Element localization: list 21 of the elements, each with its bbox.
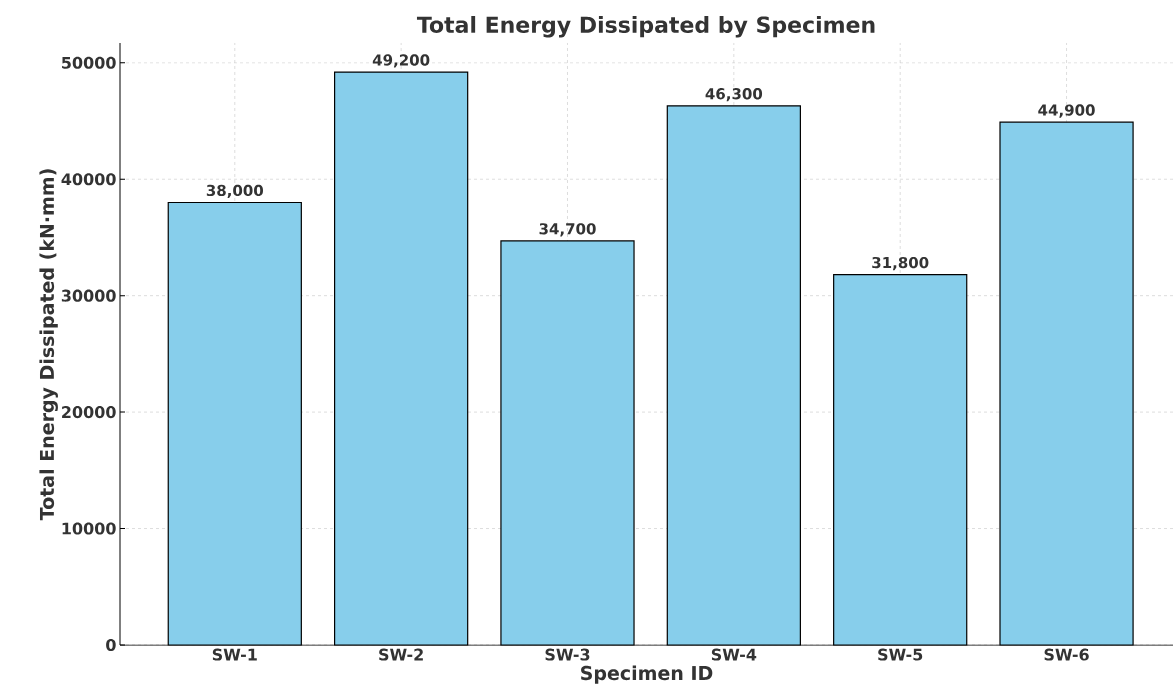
y-tick-label: 30000	[61, 289, 116, 302]
x-tick-label: SW-6	[1044, 648, 1089, 661]
x-axis-title: Specimen ID	[581, 665, 713, 684]
y-axis-title: Total Energy Dissipated (kN·mm)	[39, 169, 58, 521]
y-tick-label: 0	[106, 638, 116, 652]
x-tick-label: SW-3	[545, 648, 590, 661]
data-label: 31,800	[872, 256, 929, 271]
data-label: 46,300	[705, 88, 763, 102]
chart-title: Total Energy Dissipated by Specimen	[416, 15, 875, 38]
x-tick-label: SW-4	[711, 648, 757, 661]
data-label: 44,900	[1038, 104, 1095, 118]
y-tick-label: 50000	[62, 56, 116, 69]
data-label: 49,200	[372, 54, 430, 68]
x-tick-label: SW-2	[379, 648, 423, 661]
y-tick-label: 40000	[61, 173, 116, 186]
y-tick-label: 20000	[62, 406, 116, 419]
data-label: 38,000	[206, 184, 264, 198]
data-label: 34,700	[539, 223, 596, 237]
x-tick-label: SW-5	[878, 648, 923, 661]
x-tick-label: SW-1	[212, 648, 257, 661]
y-tick-label: 10000	[62, 522, 116, 535]
